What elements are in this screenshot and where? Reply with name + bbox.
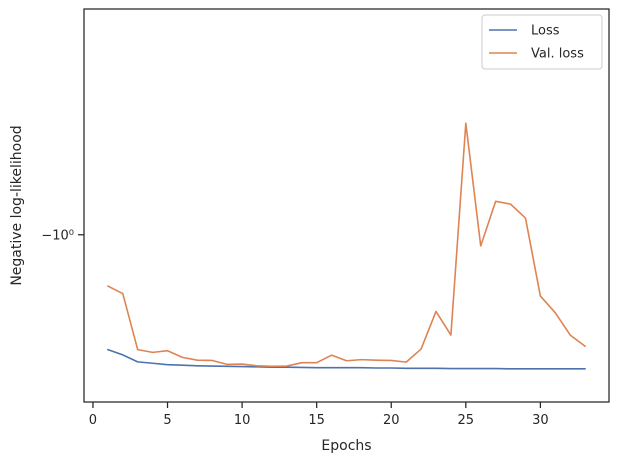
plot-frame [83,8,610,403]
y-axis-label: Negative log-likelihood [9,125,25,285]
y-axis: −10⁰ [41,228,84,243]
x-tick-label: 20 [383,413,400,428]
y-tick-label: −10⁰ [41,228,74,243]
x-axis-label: Epochs [321,438,371,454]
series-line-val-loss [107,122,586,368]
series-layer [107,122,586,370]
legend-label-loss: Loss [531,24,560,39]
x-tick-label: 15 [308,413,325,428]
x-axis: 0 5 10 15 20 25 30 [89,402,549,428]
legend-box [481,14,603,70]
x-tick-label: 0 [89,413,97,428]
x-tick-label: 25 [458,413,475,428]
x-tick-label: 5 [163,413,171,428]
x-tick-label: 10 [234,413,251,428]
series-line-loss [107,348,586,370]
x-tick-label: 30 [532,413,549,428]
legend-label-val-loss: Val. loss [531,47,584,62]
legend: Loss Val. loss [481,14,603,70]
plot-area [84,9,609,402]
